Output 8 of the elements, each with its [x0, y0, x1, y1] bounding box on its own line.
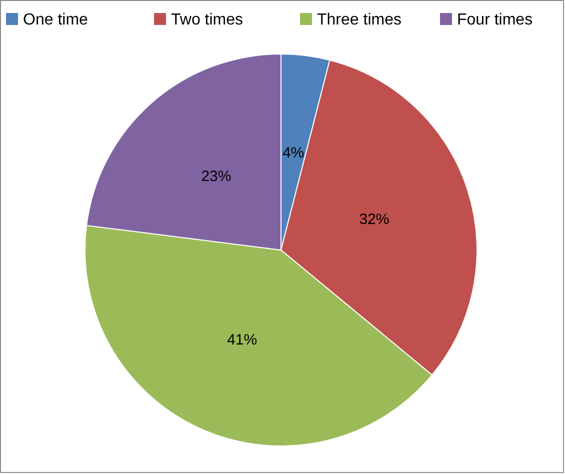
legend-label: Two times: [171, 12, 244, 28]
data-label: 4%: [282, 144, 304, 162]
data-label: 41%: [227, 331, 258, 348]
legend-label: Three times: [317, 12, 402, 28]
legend-label: One time: [23, 12, 88, 28]
legend-label: Four times: [457, 12, 533, 28]
data-label: 23%: [201, 168, 232, 185]
data-label: 32%: [359, 211, 390, 228]
